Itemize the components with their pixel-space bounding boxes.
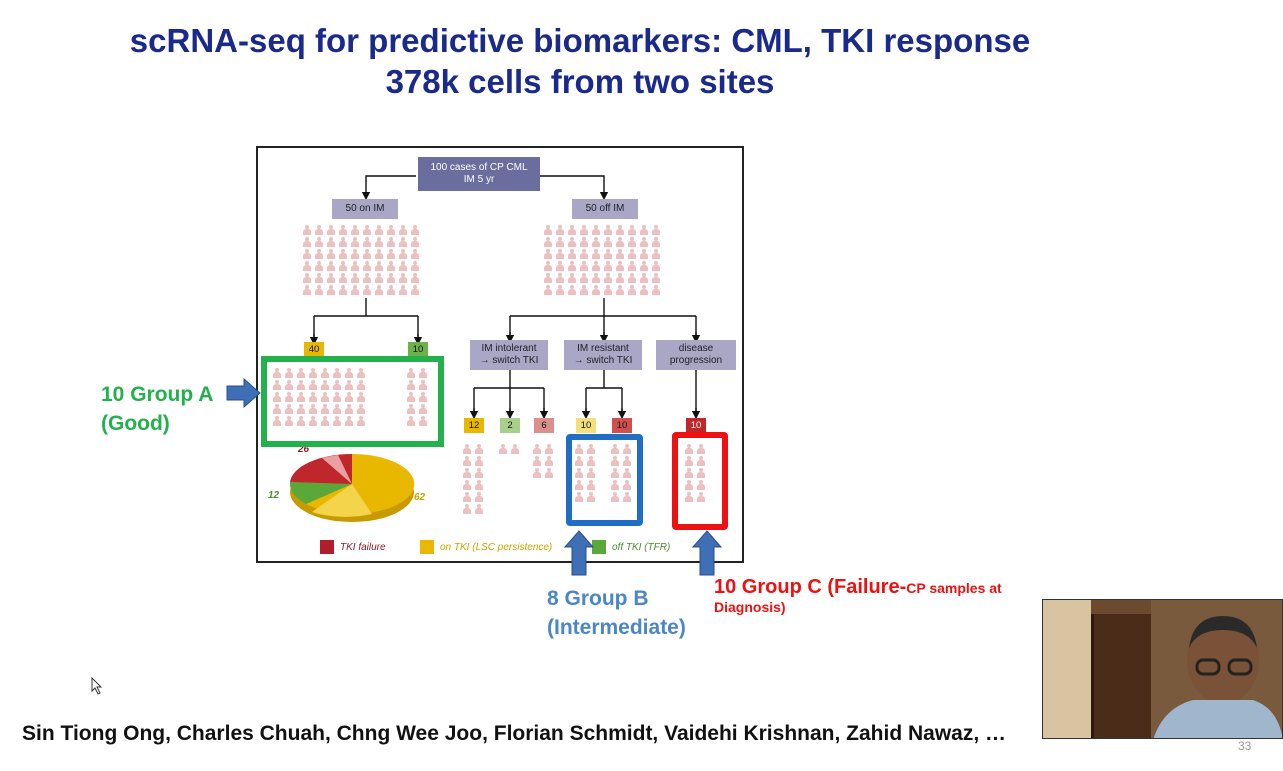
im-intolerant-line1: IM intolerant [481, 343, 537, 354]
legend-swatch-off-tki [592, 540, 606, 554]
count-10-resistant-a: 10 [576, 418, 596, 433]
count-12: 12 [464, 418, 484, 433]
on-im-box: 50 on IM [332, 199, 398, 219]
webcam-video-tile[interactable] [1042, 599, 1283, 739]
count-10-off-tki: 10 [408, 342, 428, 357]
group-c-small: CP samples at [906, 580, 1002, 596]
off-im-patient-grid [543, 225, 661, 295]
switch-12-patient-grid [462, 444, 484, 514]
group-b-highlight-box [566, 434, 643, 526]
group-c-arrow-icon [692, 530, 722, 576]
im-resistant-line1: IM resistant [577, 343, 629, 354]
group-b-arrow-icon [564, 530, 594, 576]
outcome-pie-chart [289, 453, 415, 522]
slide-title-line2: 378k cells from two sites [385, 63, 775, 100]
legend-on-tki: on TKI (LSC persistence) [440, 542, 553, 553]
group-c-label: 10 Group C (Failure-CP samples at Diagno… [714, 576, 1002, 615]
group-a-highlight-box [261, 356, 444, 447]
cml-cohort-diagram: 100 cases of CP CML IM 5 yr 50 on IM 50 … [256, 146, 744, 563]
count-10-progression: 10 [686, 418, 706, 433]
top-cohort-box: 100 cases of CP CML IM 5 yr [418, 157, 540, 191]
group-b-line2: (Intermediate) [547, 616, 686, 639]
switch-2-patient-grid [498, 444, 520, 454]
person-video-icon [1153, 616, 1282, 738]
group-a-patient-grid [272, 368, 366, 426]
off-tki-patient-grid [406, 368, 428, 426]
group-b-line1: 8 Group B [547, 587, 649, 610]
group-a-line1: 10 Group A [101, 383, 214, 406]
count-40: 40 [304, 342, 324, 357]
legend-swatch-on-tki [420, 540, 434, 554]
top-cohort-line2: IM 5 yr [463, 174, 495, 185]
slide-page-number: 33 [1238, 739, 1252, 753]
pie-label-off-tki: 12 [268, 490, 280, 501]
group-a-arrow-icon [226, 378, 261, 408]
group-a-line2: (Good) [101, 412, 170, 435]
diagram-connectors [309, 175, 701, 420]
count-6: 6 [534, 418, 554, 433]
legend-failure: TKI failure [340, 542, 386, 553]
webcam-door [1091, 614, 1154, 738]
disease-progression-line1: disease [678, 343, 714, 354]
off-im-box: 50 off IM [572, 199, 638, 219]
im-intolerant-line2: → switch TKI [479, 355, 539, 366]
switch-6-patient-grid [532, 444, 554, 478]
disease-progression-line2: progression [669, 355, 723, 366]
im-intolerant-box: IM intolerant → switch TKI [470, 340, 548, 370]
group-a-label: 10 Group A (Good) [101, 380, 213, 438]
on-im-patient-grid [302, 225, 420, 295]
count-2: 2 [500, 418, 520, 433]
disease-progression-box: disease progression [656, 340, 736, 370]
author-list: Sin Tiong Ong, Charles Chuah, Chng Wee J… [22, 722, 1007, 745]
pie-label-on-tki: 62 [414, 492, 426, 503]
progression-patient-grid [684, 444, 706, 502]
resistant-a-patient-grid [574, 444, 596, 502]
pie-label-failure: 26 [298, 444, 310, 455]
mouse-cursor-icon [91, 677, 103, 695]
top-cohort-line1: 100 cases of CP CML [430, 162, 528, 173]
im-resistant-line2: → switch TKI [573, 355, 633, 366]
resistant-b-patient-grid [610, 444, 632, 502]
webcam-wall [1043, 600, 1091, 738]
legend-off-tki: off TKI (TFR) [612, 542, 671, 553]
slide-title-line1: scRNA-seq for predictive biomarkers: CML… [129, 22, 1031, 59]
im-resistant-box: IM resistant → switch TKI [564, 340, 642, 370]
count-10-resistant-b: 10 [612, 418, 632, 433]
legend-swatch-failure [320, 540, 334, 554]
group-c-line2: Diagnosis) [714, 599, 786, 615]
pie-slice-off-tki [289, 482, 352, 504]
group-c-highlight-box [672, 432, 728, 530]
group-c-main: 10 Group C (Failure- [714, 576, 907, 598]
group-b-label: 8 Group B (Intermediate) [547, 584, 686, 642]
